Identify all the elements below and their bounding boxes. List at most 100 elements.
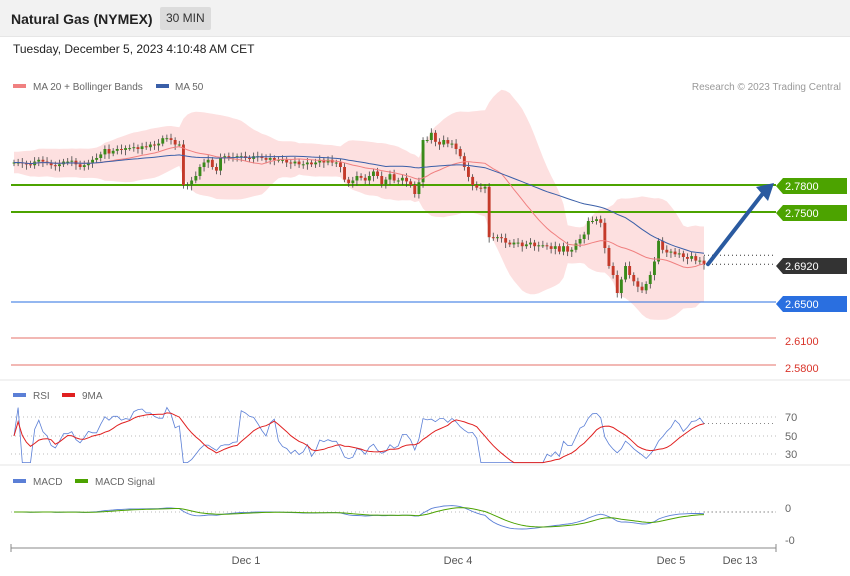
- candle-body: [70, 160, 74, 162]
- candle-body: [182, 144, 185, 185]
- candle-body: [239, 156, 243, 158]
- candle-body: [392, 174, 396, 181]
- candle-body: [210, 159, 214, 167]
- candle-body: [619, 279, 623, 293]
- candle-body: [657, 240, 660, 262]
- candle-body: [66, 161, 70, 163]
- macd-lines: [14, 505, 776, 530]
- candle-body: [310, 162, 313, 165]
- candle-body: [297, 161, 301, 165]
- legend-swatch-ma20: [13, 84, 26, 88]
- candle-body: [417, 182, 421, 194]
- x-label-dec-1: Dec 1: [232, 555, 261, 567]
- candle-body: [86, 162, 90, 166]
- candle-body: [111, 150, 115, 154]
- candle-body: [264, 158, 268, 160]
- candle-body: [665, 249, 669, 253]
- candle-body: [144, 146, 148, 148]
- candle-body: [37, 159, 41, 162]
- candle-body: [512, 242, 516, 245]
- candle-body: [653, 261, 656, 275]
- rsi-9ma-line: [13, 412, 705, 464]
- level-tag-2-6920: 2.6920: [776, 258, 847, 274]
- candle-body: [95, 158, 99, 160]
- candle-body: [41, 159, 45, 162]
- legend-swatch-rsi: [13, 393, 26, 397]
- candle-body: [219, 158, 222, 171]
- candle-body: [632, 275, 636, 282]
- candle-body: [491, 237, 495, 239]
- x-label-dec-4: Dec 4: [444, 555, 473, 567]
- candle-body: [421, 140, 425, 183]
- main-legend: MA 20 + Bollinger Bands MA 50: [13, 82, 204, 93]
- candle-body: [355, 176, 359, 181]
- candle-body: [446, 140, 450, 144]
- candle-body: [29, 164, 32, 166]
- candle-body: [541, 245, 545, 247]
- level-tag-2-7800: 2.7800: [776, 178, 847, 194]
- candle-body: [487, 186, 491, 238]
- candle-body: [607, 248, 611, 266]
- forecast-arrow-head: [756, 183, 774, 201]
- candle-body: [161, 138, 165, 144]
- candle-body: [479, 187, 483, 189]
- candle-body: [380, 176, 384, 185]
- timeframe-badge[interactable]: 30 MIN: [160, 7, 211, 30]
- candle-body: [400, 177, 404, 181]
- candle-body: [595, 219, 598, 221]
- candle-body: [202, 162, 206, 167]
- candle-body: [384, 179, 388, 185]
- candle-body: [648, 275, 652, 284]
- candle-body: [277, 159, 280, 161]
- candle-body: [235, 156, 239, 158]
- candle-body: [661, 240, 665, 250]
- candle-body: [24, 163, 28, 165]
- candle-body: [562, 246, 565, 252]
- candle-body: [586, 221, 590, 235]
- candle-body: [190, 180, 194, 185]
- level-label-2-6100: 2.6100: [785, 336, 819, 348]
- rsi-legend: RSI 9MA: [13, 391, 103, 402]
- candle-body: [115, 149, 119, 151]
- x-label-dec-5: Dec 5: [657, 555, 686, 567]
- candle-body: [318, 159, 322, 163]
- macd-tick-0: 0: [785, 503, 791, 515]
- candle-body: [396, 180, 400, 182]
- candle-body: [690, 256, 694, 259]
- candle-body: [686, 257, 689, 259]
- candle-body: [347, 179, 351, 184]
- legend-label-rsi: RSI: [33, 391, 50, 402]
- candle-body: [173, 140, 177, 145]
- candle-body: [285, 159, 289, 163]
- ma20-line: [14, 146, 705, 269]
- candle-body: [458, 149, 462, 157]
- candle-body: [194, 176, 198, 181]
- candle-body: [132, 147, 136, 149]
- candle-body: [640, 286, 644, 291]
- legend-label-ma20: MA 20 + Bollinger Bands: [33, 82, 143, 93]
- candle-body: [177, 144, 181, 146]
- candle-body: [566, 246, 570, 252]
- candle-body: [376, 171, 379, 176]
- candle-body: [305, 162, 309, 165]
- candle-body: [624, 266, 627, 280]
- candle-body: [339, 162, 342, 167]
- x-label-dec-13: Dec 13: [723, 555, 758, 567]
- macd-line: [14, 505, 705, 530]
- candle-body: [603, 222, 607, 248]
- level-tag-2-7500-text: 2.7500: [785, 208, 819, 220]
- candle-body: [140, 146, 144, 149]
- candle-body: [438, 141, 441, 145]
- forecast-arrow: [706, 183, 774, 267]
- candle-body: [153, 144, 156, 146]
- candle-body: [615, 275, 619, 293]
- forecast-arrow-shaft: [706, 190, 766, 267]
- candle-body: [343, 167, 346, 180]
- level-label-2-5800: 2.5800: [785, 363, 819, 375]
- candle-body: [388, 174, 392, 180]
- candle-body: [475, 185, 479, 188]
- candle-body: [429, 132, 433, 140]
- candle-body: [107, 149, 111, 154]
- candle-body: [500, 237, 503, 239]
- rsi-lines: [13, 406, 776, 464]
